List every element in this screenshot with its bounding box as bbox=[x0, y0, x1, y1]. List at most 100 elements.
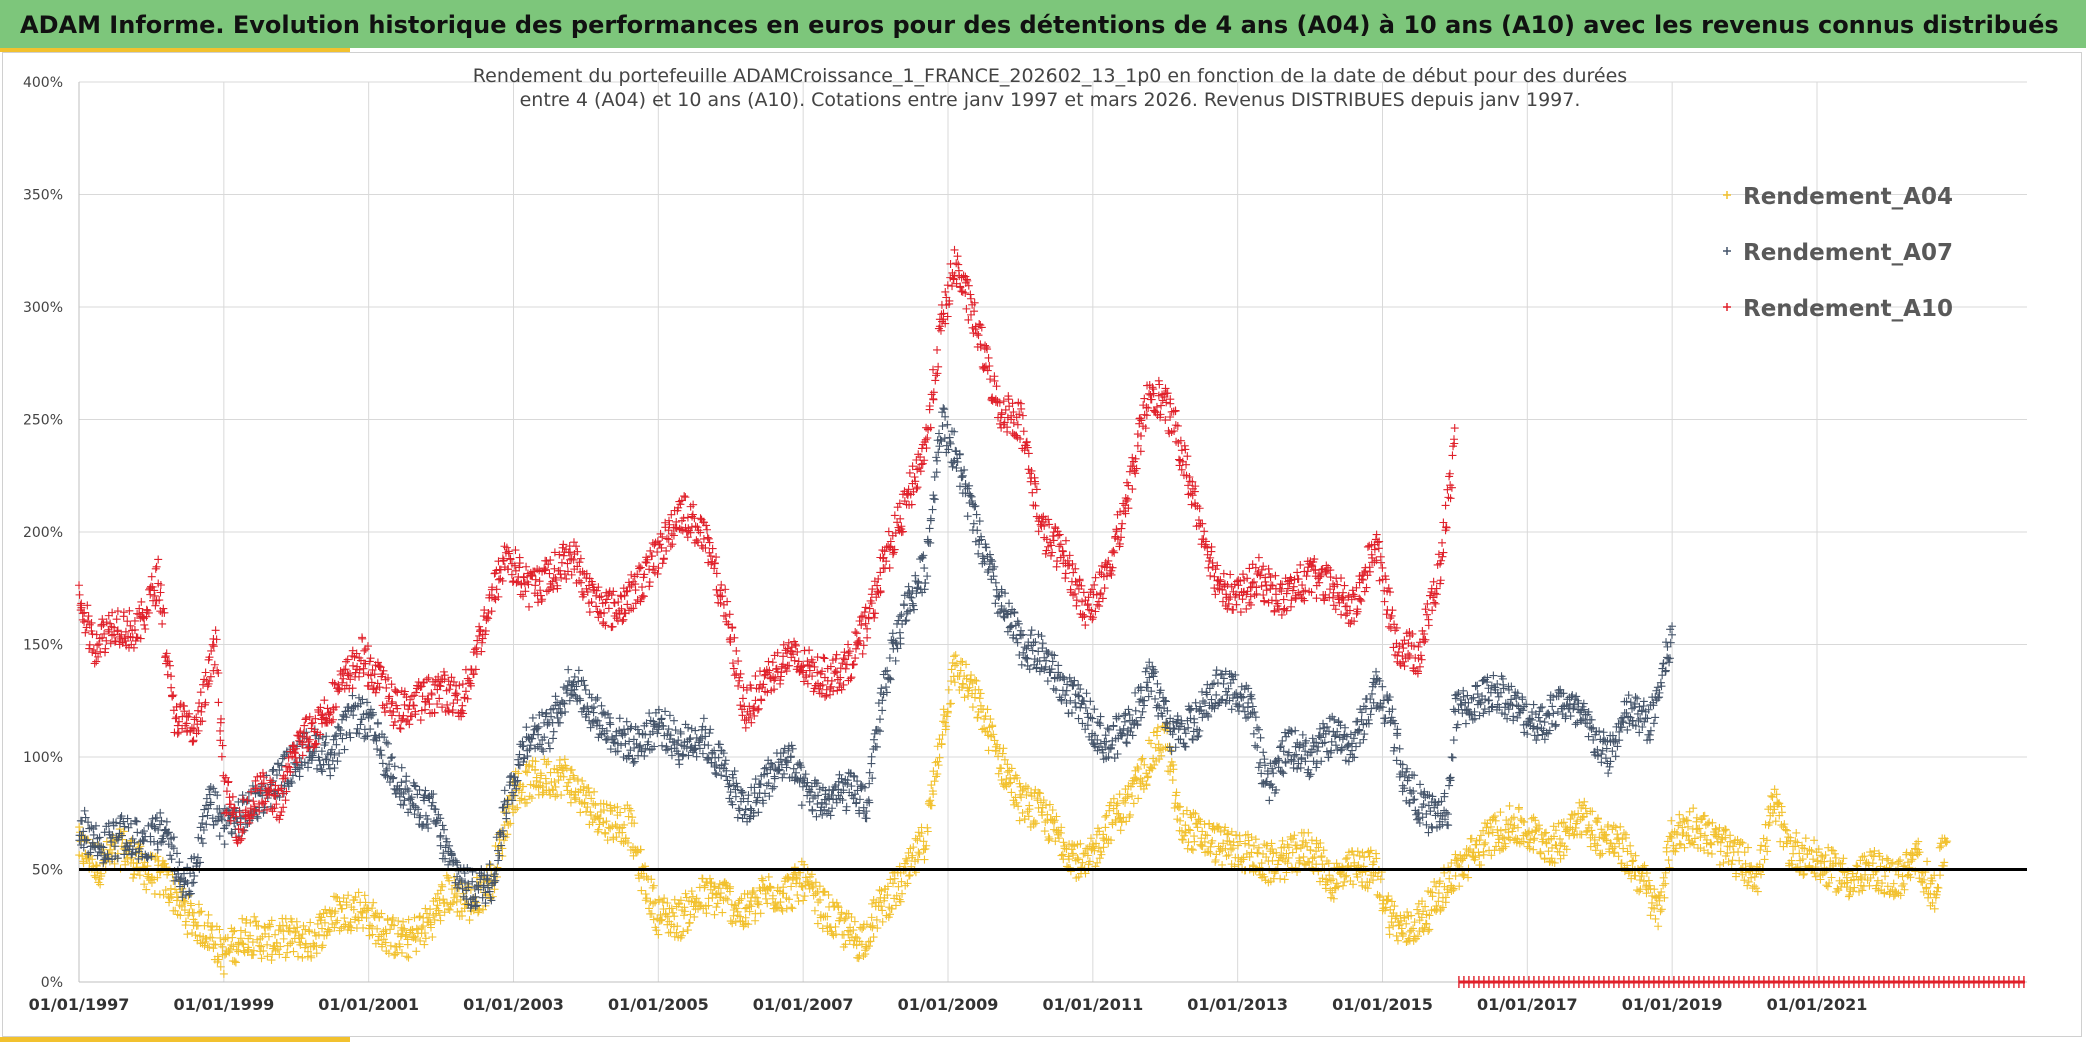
point-Rendement_A04 bbox=[1750, 882, 1759, 891]
point-Rendement_A04 bbox=[1838, 859, 1847, 868]
point-Rendement_A04 bbox=[1616, 822, 1625, 831]
point-Rendement_A07 bbox=[425, 792, 434, 801]
point-Rendement_A04 bbox=[1360, 853, 1369, 862]
point-Rendement_A07 bbox=[1549, 709, 1558, 718]
point-Rendement_A07 bbox=[926, 514, 935, 523]
point-Rendement_A04 bbox=[248, 938, 257, 947]
point-Rendement_A07 bbox=[393, 786, 402, 795]
point-Rendement_A04 bbox=[272, 939, 281, 948]
point-Rendement_A07 bbox=[415, 785, 424, 794]
point-Rendement_A04 bbox=[878, 906, 887, 915]
point-Rendement_A07 bbox=[661, 707, 670, 716]
point-Rendement_A04 bbox=[891, 901, 900, 910]
point-Rendement_A04 bbox=[1761, 842, 1770, 851]
point-Rendement_A04 bbox=[428, 932, 437, 941]
point-Rendement_A04 bbox=[816, 895, 825, 904]
point-Rendement_A04 bbox=[704, 901, 713, 910]
point-Rendement_A04 bbox=[1101, 812, 1110, 821]
point-Rendement_A04 bbox=[527, 794, 536, 803]
point-Rendement_A04 bbox=[608, 822, 617, 831]
point-Rendement_A04 bbox=[1031, 819, 1040, 828]
point-Rendement_A07 bbox=[1013, 638, 1022, 647]
point-Rendement_A04 bbox=[191, 931, 200, 940]
point-Rendement_A04 bbox=[531, 765, 540, 774]
point-Rendement_A04 bbox=[785, 895, 794, 904]
point-Rendement_A04 bbox=[827, 927, 836, 936]
point-Rendement_A04 bbox=[129, 873, 138, 882]
point-Rendement_A04 bbox=[1041, 801, 1050, 810]
point-Rendement_A04 bbox=[360, 891, 369, 900]
point-Rendement_A04 bbox=[700, 881, 709, 890]
point-Rendement_A07 bbox=[982, 543, 991, 552]
point-Rendement_A04 bbox=[1936, 871, 1945, 880]
point-Rendement_A04 bbox=[621, 834, 630, 843]
point-Rendement_A04 bbox=[207, 925, 216, 934]
point-Rendement_A04 bbox=[1700, 831, 1709, 840]
point-Rendement_A07 bbox=[930, 495, 939, 504]
point-Rendement_A04 bbox=[332, 918, 341, 927]
point-Rendement_A07 bbox=[667, 751, 676, 760]
point-Rendement_A04 bbox=[1675, 810, 1684, 819]
point-Rendement_A04 bbox=[183, 930, 192, 939]
point-Rendement_A07 bbox=[162, 817, 171, 826]
point-Rendement_A04 bbox=[312, 949, 321, 958]
point-Rendement_A04 bbox=[318, 924, 327, 933]
point-Rendement_A04 bbox=[234, 939, 243, 948]
point-Rendement_A07 bbox=[1269, 769, 1278, 778]
point-Rendement_A07 bbox=[357, 715, 366, 724]
point-Rendement_A07 bbox=[1140, 696, 1149, 705]
point-Rendement_A04 bbox=[800, 860, 809, 869]
point-Rendement_A04 bbox=[130, 870, 139, 879]
point-Rendement_A07 bbox=[1212, 690, 1221, 699]
point-Rendement_A07 bbox=[1551, 720, 1560, 729]
point-Rendement_A04 bbox=[590, 787, 599, 796]
point-Rendement_A04 bbox=[154, 861, 163, 870]
point-Rendement_A04 bbox=[587, 794, 596, 803]
point-Rendement_A04 bbox=[877, 886, 886, 895]
point-Rendement_A07 bbox=[1317, 757, 1326, 766]
point-Rendement_A04 bbox=[851, 932, 860, 941]
point-Rendement_A07 bbox=[1449, 736, 1458, 745]
point-Rendement_A04 bbox=[824, 890, 833, 899]
point-Rendement_A04 bbox=[815, 882, 824, 891]
point-Rendement_A04 bbox=[344, 891, 353, 900]
point-Rendement_A07 bbox=[875, 715, 884, 724]
point-Rendement_A04 bbox=[267, 916, 276, 925]
point-Rendement_A04 bbox=[600, 828, 609, 837]
point-Rendement_A04 bbox=[649, 915, 658, 924]
point-Rendement_A04 bbox=[345, 921, 354, 930]
point-Rendement_A04 bbox=[751, 916, 760, 925]
point-Rendement_A04 bbox=[324, 925, 333, 934]
point-Rendement_A07 bbox=[1473, 681, 1482, 690]
point-Rendement_A04 bbox=[611, 820, 620, 829]
point-Rendement_A04 bbox=[862, 920, 871, 929]
point-Rendement_A07 bbox=[189, 878, 198, 887]
point-Rendement_A04 bbox=[1771, 817, 1780, 826]
point-Rendement_A04 bbox=[452, 897, 461, 906]
point-Rendement_A04 bbox=[249, 950, 258, 959]
point-Rendement_A04 bbox=[734, 899, 743, 908]
point-Rendement_A04 bbox=[1801, 834, 1810, 843]
point-Rendement_A07 bbox=[1043, 677, 1052, 686]
point-Rendement_A07 bbox=[338, 734, 347, 743]
point-Rendement_A04 bbox=[1018, 786, 1027, 795]
point-Rendement_A04 bbox=[1267, 839, 1276, 848]
point-Rendement_A04 bbox=[434, 906, 443, 915]
point-Rendement_A07 bbox=[1095, 719, 1104, 728]
point-Rendement_A04 bbox=[576, 808, 585, 817]
point-Rendement_A04 bbox=[862, 944, 871, 953]
point-Rendement_A04 bbox=[1850, 883, 1859, 892]
point-Rendement_A04 bbox=[325, 927, 334, 936]
point-Rendement_A04 bbox=[180, 906, 189, 915]
point-Rendement_A04 bbox=[504, 820, 513, 829]
point-Rendement_A04 bbox=[565, 790, 574, 799]
point-Rendement_A04 bbox=[947, 677, 956, 686]
point-Rendement_A04 bbox=[301, 939, 310, 948]
point-Rendement_A07 bbox=[1313, 747, 1322, 756]
point-Rendement_A04 bbox=[1138, 754, 1147, 763]
point-Rendement_A04 bbox=[1078, 858, 1087, 867]
point-Rendement_A07 bbox=[1305, 772, 1314, 781]
point-Rendement_A07 bbox=[1213, 679, 1222, 687]
point-Rendement_A07 bbox=[835, 770, 844, 779]
point-Rendement_A07 bbox=[322, 732, 331, 741]
